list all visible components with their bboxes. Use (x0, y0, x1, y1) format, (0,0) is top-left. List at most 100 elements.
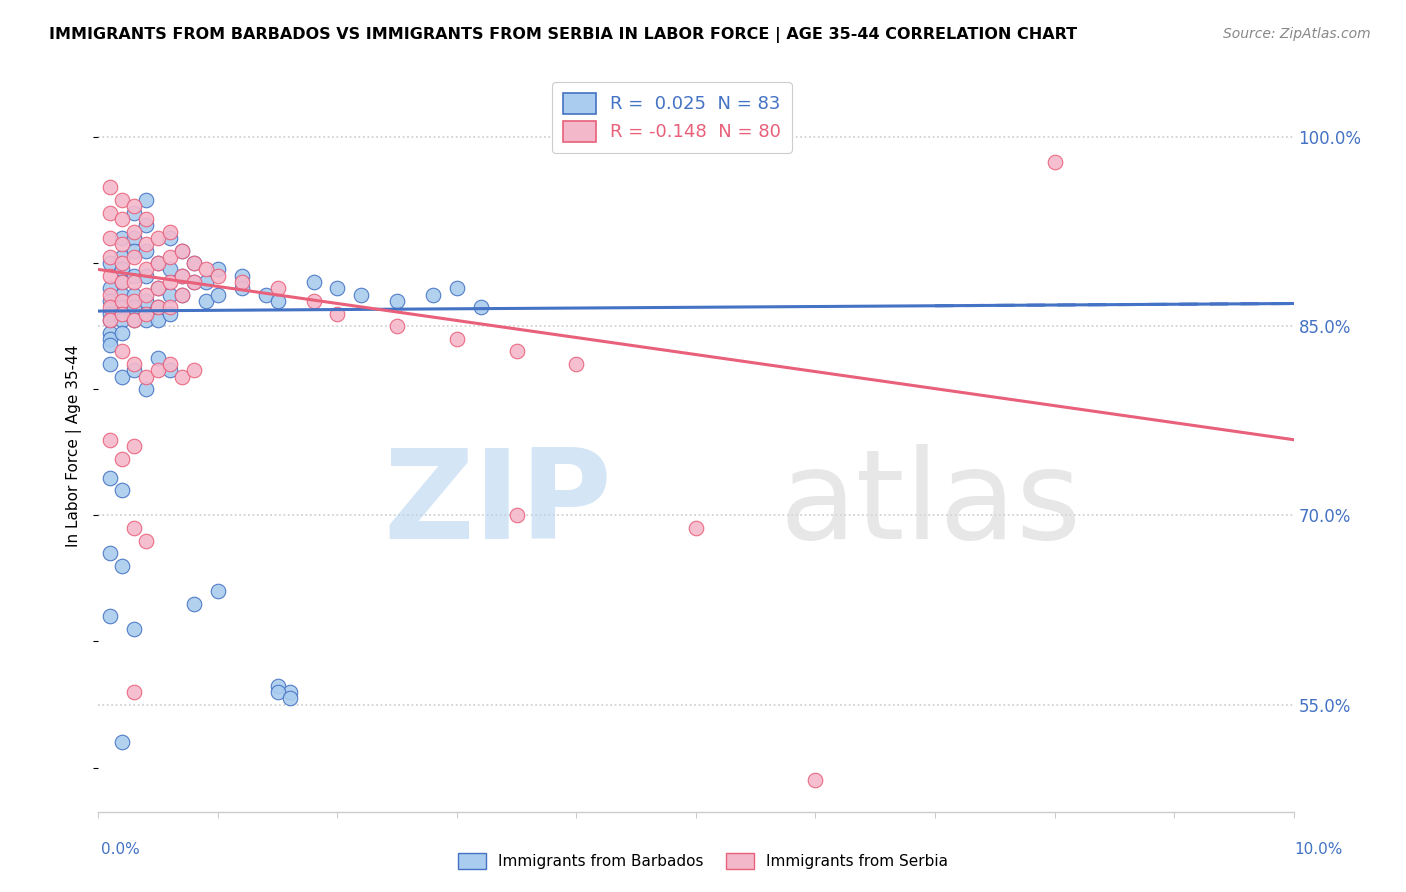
Point (124, 313, 146, 327)
Point (124, 622, 146, 636)
Point (135, 382, 157, 396)
Point (172, 268, 194, 283)
Point (111, 275, 134, 289)
Point (98, 357, 122, 371)
Point (98, 281, 122, 295)
Point (148, 313, 170, 327)
Y-axis label: In Labor Force | Age 35-44: In Labor Force | Age 35-44 (66, 345, 83, 547)
Point (207, 287, 229, 301)
Legend: Immigrants from Barbados, Immigrants from Serbia: Immigrants from Barbados, Immigrants fro… (451, 847, 955, 875)
Point (326, 281, 349, 295)
Point (159, 225, 181, 239)
Point (159, 300, 181, 314)
Point (195, 275, 218, 289)
Point (565, 357, 588, 371)
Point (111, 558, 134, 573)
Point (124, 231, 146, 245)
Point (98, 313, 122, 327)
Point (159, 262, 181, 277)
Point (124, 293, 146, 308)
Point (267, 293, 290, 308)
Point (135, 307, 157, 321)
Point (326, 307, 349, 321)
Point (111, 212, 134, 227)
Point (446, 281, 468, 295)
Point (685, 521, 707, 535)
Point (111, 451, 134, 466)
Point (135, 313, 157, 327)
Point (111, 250, 134, 264)
Point (111, 293, 134, 308)
Point (278, 685, 301, 699)
Point (98, 313, 122, 327)
Point (172, 369, 194, 384)
Point (1043, 155, 1066, 169)
Point (207, 268, 229, 283)
Point (172, 287, 194, 301)
Point (98, 293, 122, 308)
Point (135, 293, 157, 308)
Point (124, 225, 146, 239)
Point (111, 193, 134, 207)
Point (111, 275, 134, 289)
Point (98, 250, 122, 264)
Point (385, 319, 409, 334)
Point (302, 275, 325, 289)
Point (195, 262, 218, 277)
Point (172, 268, 194, 283)
Text: ZIP: ZIP (384, 444, 613, 565)
Point (148, 363, 170, 377)
Text: 10.0%: 10.0% (1295, 842, 1343, 856)
Point (506, 508, 529, 523)
Point (98, 180, 122, 194)
Point (446, 332, 468, 346)
Point (183, 256, 205, 270)
Point (111, 287, 134, 301)
Point (231, 281, 253, 295)
Point (172, 244, 194, 258)
Point (148, 256, 170, 270)
Point (159, 357, 181, 371)
Point (267, 685, 290, 699)
Text: 0.0%: 0.0% (101, 842, 141, 856)
Point (207, 584, 229, 599)
Point (98, 326, 122, 340)
Point (183, 256, 205, 270)
Point (124, 244, 146, 258)
Point (183, 275, 205, 289)
Point (135, 219, 157, 233)
Text: atlas: atlas (779, 444, 1081, 565)
Point (111, 483, 134, 497)
Point (135, 268, 157, 283)
Point (267, 679, 290, 693)
Point (124, 287, 146, 301)
Point (470, 300, 492, 314)
Point (148, 300, 170, 314)
Text: Source: ZipAtlas.com: Source: ZipAtlas.com (1223, 27, 1371, 41)
Point (124, 250, 146, 264)
Point (135, 262, 157, 277)
Point (422, 287, 444, 301)
Point (98, 268, 122, 283)
Point (506, 344, 529, 359)
Point (98, 256, 122, 270)
Point (124, 363, 146, 377)
Point (804, 773, 827, 788)
Point (98, 307, 122, 321)
Point (98, 231, 122, 245)
Point (135, 533, 157, 548)
Point (98, 338, 122, 352)
Point (302, 293, 325, 308)
Point (98, 470, 122, 484)
Point (98, 205, 122, 219)
Point (159, 250, 181, 264)
Point (124, 268, 146, 283)
Point (124, 439, 146, 453)
Point (98, 332, 122, 346)
Point (111, 237, 134, 252)
Point (111, 307, 134, 321)
Point (172, 287, 194, 301)
Point (183, 275, 205, 289)
Point (148, 281, 170, 295)
Point (124, 313, 146, 327)
